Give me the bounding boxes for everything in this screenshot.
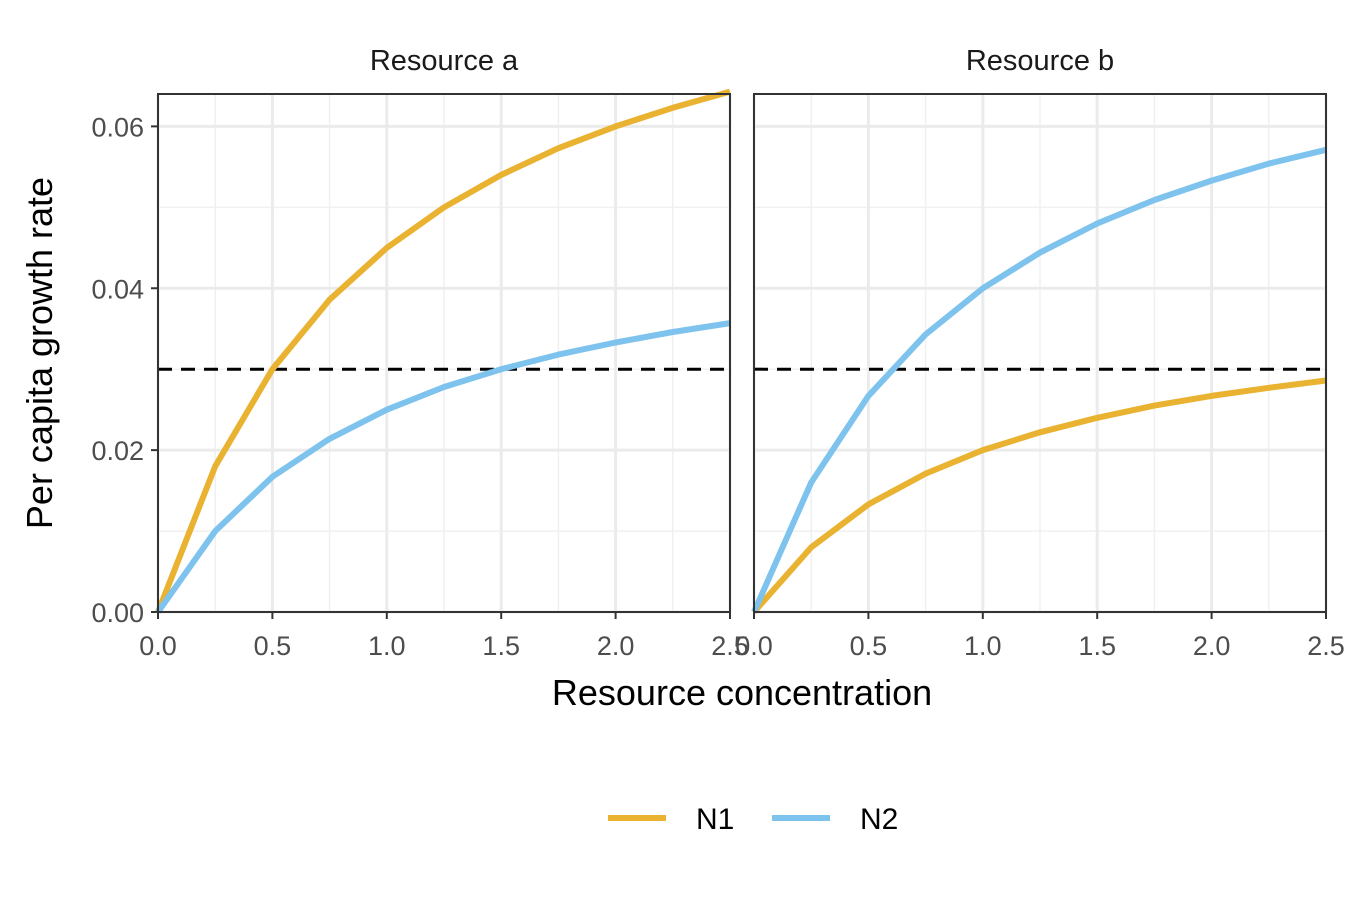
panel-border: [753, 93, 1327, 613]
series-line-n1: [751, 377, 1327, 614]
legend-label: N2: [860, 803, 898, 836]
x-tick-label: 2.0: [597, 631, 635, 661]
series-line-n1: [155, 88, 731, 614]
y-tick-label: 0.00: [91, 598, 144, 628]
series-line-n2: [751, 146, 1327, 614]
x-tick-label: 1.5: [1078, 631, 1116, 661]
x-tick-label: 2.5: [711, 631, 749, 661]
y-tick-label: 0.02: [91, 436, 144, 466]
x-tick-label: 1.0: [964, 631, 1002, 661]
x-tick-label: 0.0: [735, 631, 773, 661]
legend-item-n2: N2: [772, 803, 898, 836]
x-tick-label: 2.5: [1307, 631, 1345, 661]
x-tick-label: 0.5: [254, 631, 292, 661]
panel-2: Resource b 0.0 0.5 1.0 1.5 2.0 2.5: [735, 45, 1345, 661]
y-tick-label: 0.06: [91, 112, 144, 142]
panel-border: [157, 93, 731, 613]
panel-title: Resource a: [370, 45, 519, 77]
x-tick-label: 0.5: [850, 631, 888, 661]
legend: N1 N2: [608, 803, 898, 836]
panel-1: Resource a 0.0 0.5 1.0 1.5 2.0 2.5 0.00 0.02 0.04…: [91, 45, 748, 661]
x-axis-title: Resource concentration: [552, 672, 932, 713]
panels: Resource a 0.0 0.5 1.0 1.5 2.0 2.5 0.00 0.02 0.04…: [91, 45, 1344, 661]
y-tick-label: 0.04: [91, 274, 144, 304]
legend-item-n1: N1: [608, 803, 734, 836]
x-tick-label: 0.0: [139, 631, 177, 661]
panel-title: Resource b: [966, 45, 1114, 77]
y-axis-title: Per capita growth rate: [19, 177, 60, 529]
x-tick-label: 1.5: [482, 631, 520, 661]
x-tick-label: 2.0: [1193, 631, 1231, 661]
series-line-n2: [155, 320, 731, 614]
x-tick-label: 1.0: [368, 631, 406, 661]
legend-label: N1: [696, 803, 734, 836]
